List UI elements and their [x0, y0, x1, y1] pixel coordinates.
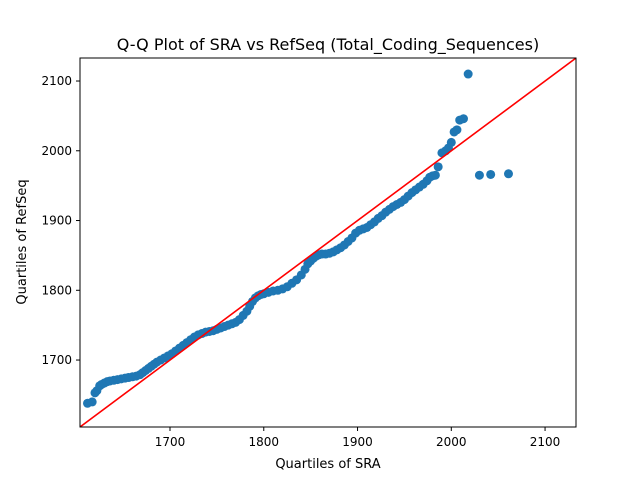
x-axis-label: Quartiles of SRA [275, 457, 380, 472]
x-tick-label: 2000 [436, 435, 467, 449]
data-point [463, 69, 473, 79]
data-point [433, 162, 443, 172]
x-tick-label: 1800 [248, 435, 279, 449]
plot-area [79, 57, 577, 428]
points-layer [83, 69, 513, 408]
data-point [474, 170, 484, 180]
reference-line [80, 58, 576, 427]
y-tick-label: 1900 [41, 214, 72, 228]
x-tick-label: 2100 [530, 435, 561, 449]
data-point [503, 169, 513, 179]
reference-line-layer [80, 58, 576, 427]
y-tick-label: 1800 [41, 283, 72, 297]
data-point [452, 125, 462, 135]
data-point [430, 170, 440, 180]
chart-title: Q-Q Plot of SRA vs RefSeq (Total_Coding_… [117, 35, 539, 55]
data-point [458, 114, 468, 124]
data-point [87, 397, 97, 407]
x-tick-label: 1900 [342, 435, 373, 449]
y-axis-ticks: 1700 1800 1900 2000 2100 [41, 74, 80, 367]
x-tick-label: 1700 [155, 435, 186, 449]
data-point [486, 169, 496, 179]
data-point [446, 137, 456, 147]
y-tick-label: 2000 [41, 144, 72, 158]
y-axis-label: Quartiles of RefSeq [15, 179, 30, 304]
y-tick-label: 2100 [41, 74, 72, 88]
x-axis-ticks: 1700 1800 1900 2000 2100 [155, 427, 561, 449]
y-tick-label: 1700 [41, 353, 72, 367]
plot-frame [79, 57, 577, 428]
